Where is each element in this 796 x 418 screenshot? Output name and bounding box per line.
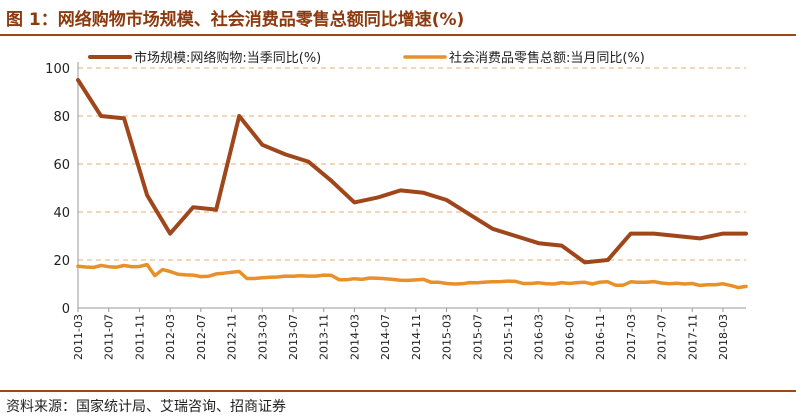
x-tick-label: 2016-11 — [594, 314, 607, 360]
x-tick-label: 2017-11 — [686, 314, 699, 360]
y-tick-label: 100 — [45, 62, 70, 77]
line-chart: 0 20 40 60 80 100 2011-03 2011-07 2011-11 2012-0… — [45, 50, 748, 360]
y-axis-ticks: 0 20 40 60 80 100 — [45, 62, 70, 317]
x-tick-label: 2011-07 — [103, 314, 116, 360]
x-tick-label: 2015-03 — [441, 314, 454, 360]
legend-label-1: 市场规模:网络购物:当季同比(%) — [134, 50, 321, 66]
y-tick-label: 40 — [53, 206, 70, 221]
x-tick-label: 2014-11 — [410, 314, 423, 360]
y-tick-label: 60 — [53, 158, 70, 173]
x-tick-label: 2011-11 — [133, 314, 146, 360]
x-tick-label: 2013-03 — [256, 314, 269, 360]
title-divider — [0, 34, 796, 36]
x-tick-label: 2015-11 — [502, 314, 515, 360]
x-tick-label: 2017-03 — [625, 314, 638, 360]
series-line-1 — [76, 78, 748, 265]
x-tick-label: 2017-07 — [656, 314, 669, 360]
chart-title: 图 1：网络购物市场规模、社会消费品零售总额同比增速(%) — [6, 10, 465, 30]
x-tick-label: 2016-03 — [533, 314, 546, 360]
series-lines — [76, 78, 748, 290]
x-tick-label: 2011-03 — [72, 314, 85, 360]
y-tick-label: 0 — [62, 302, 70, 317]
x-tick-label: 2016-07 — [563, 314, 576, 360]
x-tick-label: 2018-03 — [717, 314, 730, 360]
x-tick-label: 2013-07 — [287, 314, 300, 360]
x-tick-label: 2012-03 — [164, 314, 177, 360]
footer-divider — [0, 390, 796, 392]
source-note: 资料来源：国家统计局、艾瑞咨询、招商证券 — [6, 399, 286, 415]
x-axis-ticks: 2011-03 2011-07 2011-11 2012-03 2012-07 2012-… — [72, 308, 730, 360]
x-tick-label: 2012-07 — [195, 314, 208, 360]
x-tick-label: 2015-07 — [471, 314, 484, 360]
legend: 市场规模:网络购物:当季同比(%) 社会消费品零售总额:当月同比(%) — [88, 50, 645, 66]
y-tick-label: 80 — [53, 110, 70, 125]
axes — [77, 62, 746, 309]
legend-label-2: 社会消费品零售总额:当月同比(%) — [449, 50, 645, 66]
series-line-2 — [76, 262, 748, 290]
grid-lines — [78, 67, 746, 261]
x-tick-label: 2014-07 — [379, 314, 392, 360]
x-tick-label: 2012-11 — [226, 314, 239, 360]
y-tick-label: 20 — [53, 254, 70, 269]
x-tick-label: 2014-03 — [348, 314, 361, 360]
x-tick-label: 2013-11 — [318, 314, 331, 360]
